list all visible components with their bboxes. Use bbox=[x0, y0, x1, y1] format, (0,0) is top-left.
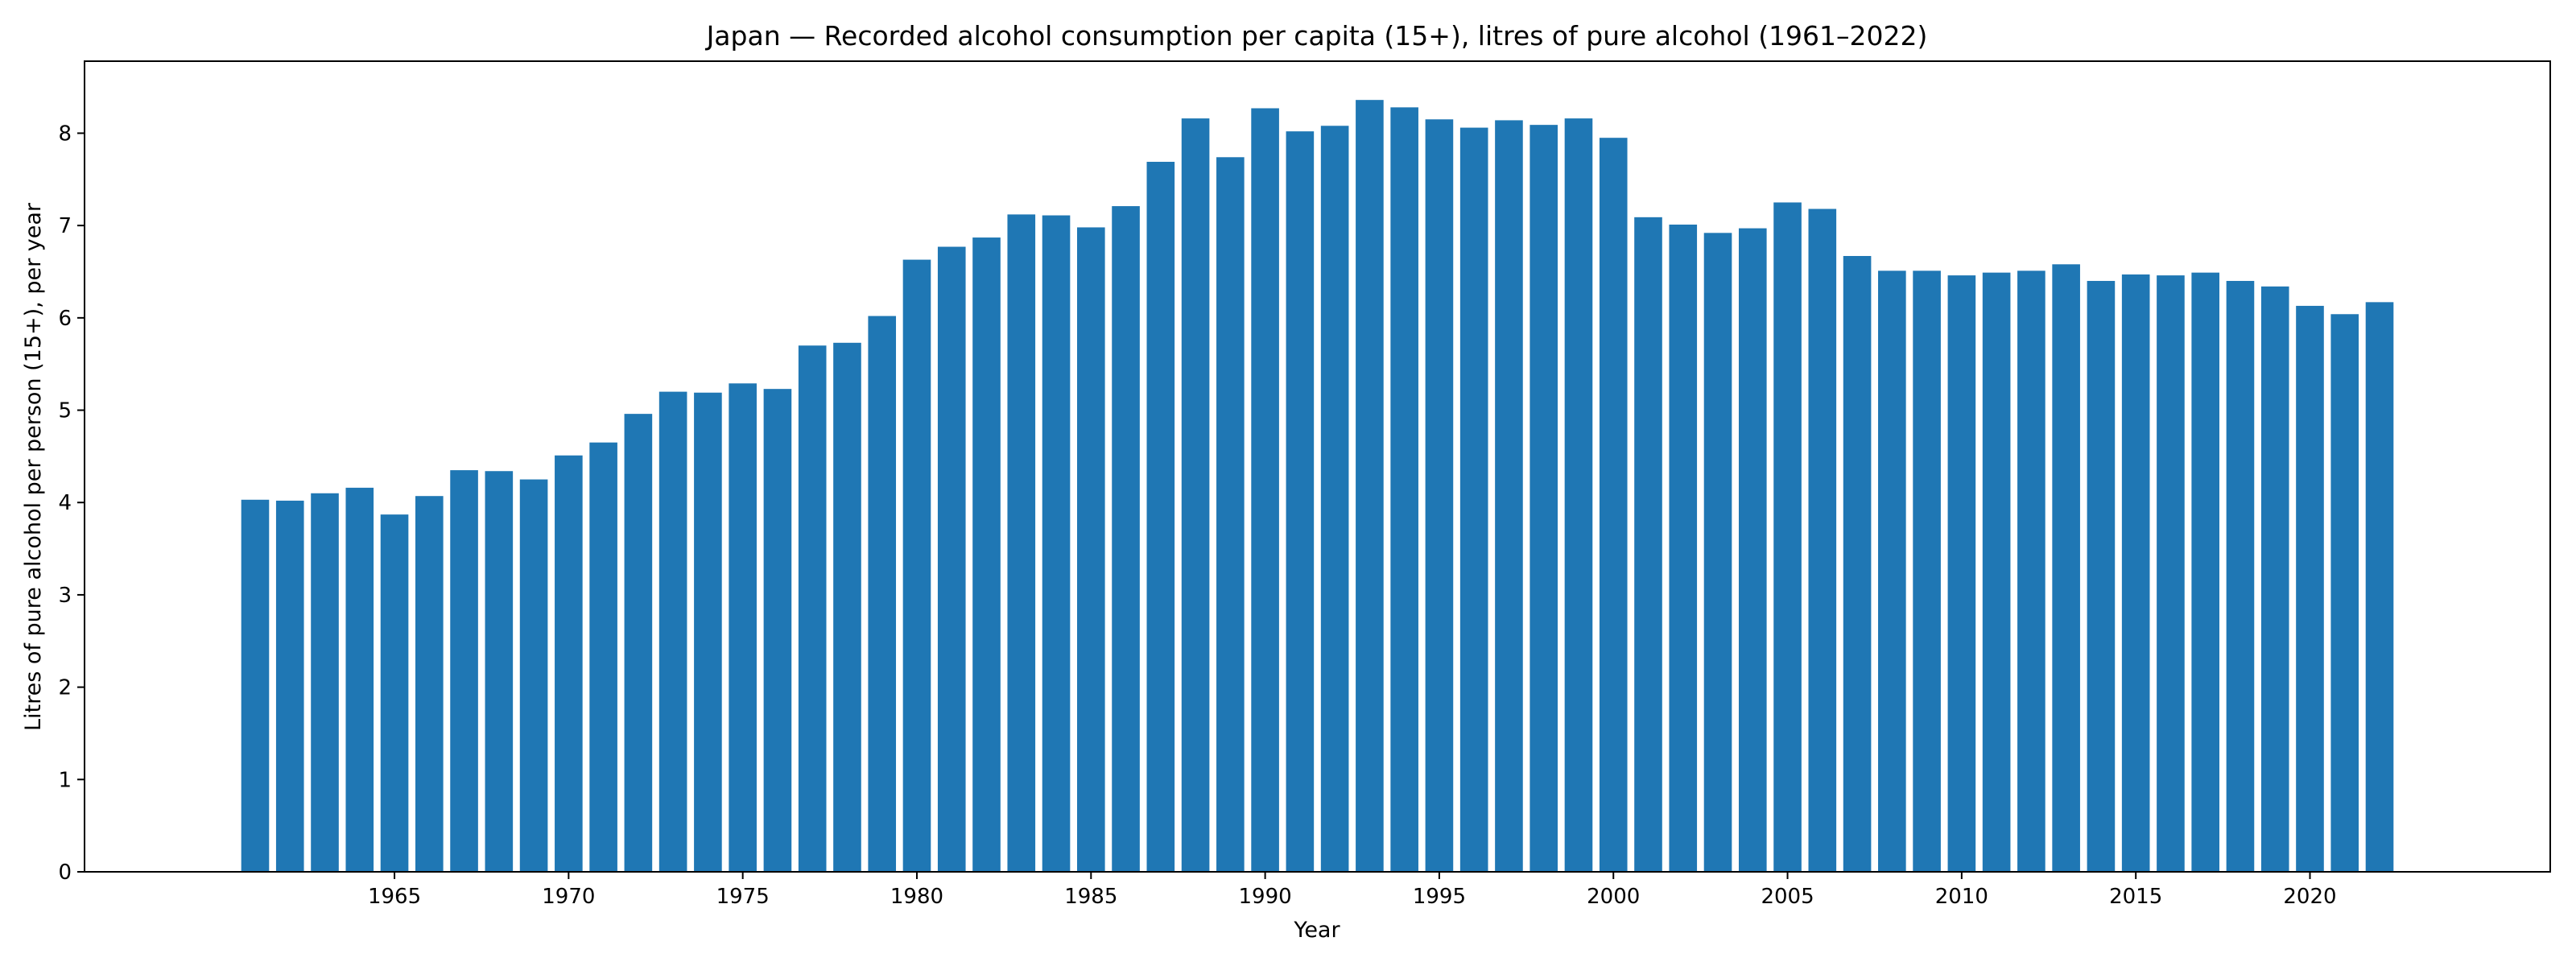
bar-1985 bbox=[1076, 227, 1105, 872]
bar-1981 bbox=[937, 246, 966, 872]
bar-2005 bbox=[1773, 202, 1802, 873]
bar-1983 bbox=[1007, 214, 1036, 872]
x-axis-label: Year bbox=[1293, 918, 1340, 943]
bar-1974 bbox=[694, 392, 722, 872]
y-tick-label-0: 0 bbox=[58, 861, 72, 885]
y-tick-label-3: 3 bbox=[58, 584, 72, 608]
y-tick-label-1: 1 bbox=[58, 768, 72, 792]
x-tick-label-1990: 1990 bbox=[1239, 885, 1292, 909]
bar-1964 bbox=[345, 487, 374, 872]
bar-1970 bbox=[555, 455, 583, 872]
x-tick-label-1995: 1995 bbox=[1413, 885, 1466, 909]
bars-group bbox=[241, 100, 2394, 873]
bar-1977 bbox=[798, 345, 827, 872]
y-tick-label-8: 8 bbox=[58, 122, 72, 146]
bar-1989 bbox=[1216, 157, 1245, 872]
bar-1966 bbox=[415, 496, 444, 872]
bar-2021 bbox=[2330, 314, 2359, 872]
bar-1967 bbox=[450, 470, 478, 872]
bar-1963 bbox=[311, 493, 339, 872]
bar-2006 bbox=[1808, 208, 1837, 872]
bar-2019 bbox=[2260, 286, 2289, 873]
bar-2008 bbox=[1878, 270, 1906, 873]
bar-1984 bbox=[1042, 215, 1071, 872]
bar-1965 bbox=[380, 514, 409, 872]
bar-2014 bbox=[2087, 280, 2116, 873]
bar-1990 bbox=[1251, 108, 1279, 873]
bar-2012 bbox=[2017, 270, 2046, 873]
bar-1987 bbox=[1146, 162, 1175, 872]
bar-1996 bbox=[1459, 127, 1488, 872]
bar-2007 bbox=[1843, 256, 1872, 872]
x-tick-label-1970: 1970 bbox=[542, 885, 595, 909]
bar-1976 bbox=[763, 389, 792, 872]
y-tick-label-4: 4 bbox=[58, 491, 72, 515]
y-tick-label-2: 2 bbox=[58, 676, 72, 700]
bar-1975 bbox=[729, 383, 757, 872]
x-axis: 1965 1970 1975 1980 1985 1990 1995 2000 2005 2010… bbox=[368, 872, 2337, 909]
bar-1988 bbox=[1181, 118, 1210, 873]
plot-frame bbox=[84, 60, 2551, 873]
y-axis: 0 1 2 3 4 5 6 7 8 bbox=[58, 122, 85, 885]
bar-2013 bbox=[2052, 264, 2080, 872]
bar-1973 bbox=[658, 391, 687, 873]
y-tick-label-6: 6 bbox=[58, 307, 72, 331]
chart-title: Japan — Recorded alcohol consumption per… bbox=[705, 20, 1928, 52]
bar-2016 bbox=[2157, 275, 2185, 873]
y-tick-label-7: 7 bbox=[58, 214, 72, 238]
bar-2003 bbox=[1703, 233, 1732, 873]
bar-1962 bbox=[275, 500, 304, 872]
bar-1993 bbox=[1356, 100, 1384, 873]
bar-1978 bbox=[833, 342, 861, 872]
bar-2002 bbox=[1669, 225, 1698, 872]
x-tick-label-2005: 2005 bbox=[1761, 885, 1814, 909]
x-tick-label-1980: 1980 bbox=[890, 885, 943, 909]
bar-2011 bbox=[1982, 272, 2011, 872]
x-tick-label-1975: 1975 bbox=[716, 885, 770, 909]
bar-1986 bbox=[1112, 206, 1140, 872]
bar-2015 bbox=[2121, 274, 2150, 872]
bar-1999 bbox=[1564, 118, 1593, 873]
bar-1979 bbox=[868, 316, 897, 872]
bar-2004 bbox=[1738, 228, 1767, 873]
bar-2009 bbox=[1913, 270, 1941, 873]
bar-1972 bbox=[624, 414, 653, 872]
bar-2010 bbox=[1947, 275, 1976, 873]
x-tick-label-2000: 2000 bbox=[1587, 885, 1640, 909]
bar-1961 bbox=[241, 499, 270, 872]
bar-2018 bbox=[2226, 280, 2255, 873]
bar-1995 bbox=[1425, 119, 1454, 872]
bar-1968 bbox=[485, 471, 514, 872]
bar-1969 bbox=[519, 479, 548, 872]
bar-2001 bbox=[1634, 217, 1662, 873]
bar-1994 bbox=[1390, 107, 1418, 873]
bar-2020 bbox=[2296, 305, 2324, 872]
bar-1971 bbox=[589, 442, 617, 872]
y-axis-label: Litres of pure alcohol per person (15+),… bbox=[21, 202, 46, 731]
bar-1980 bbox=[902, 259, 931, 873]
x-tick-label-1965: 1965 bbox=[368, 885, 421, 909]
bar-2000 bbox=[1599, 138, 1628, 872]
bar-1991 bbox=[1286, 131, 1315, 873]
x-tick-label-2020: 2020 bbox=[2283, 885, 2336, 909]
bar-1992 bbox=[1320, 126, 1349, 872]
bar-2017 bbox=[2191, 272, 2219, 872]
x-tick-label-2010: 2010 bbox=[1935, 885, 1988, 909]
bar-2022 bbox=[2365, 302, 2394, 873]
y-tick-label-5: 5 bbox=[58, 399, 72, 423]
x-tick-label-1985: 1985 bbox=[1064, 885, 1117, 909]
x-tick-label-2015: 2015 bbox=[2109, 885, 2162, 909]
bar-1982 bbox=[972, 237, 1001, 872]
bar-1998 bbox=[1530, 125, 1558, 872]
bar-1997 bbox=[1495, 120, 1523, 872]
